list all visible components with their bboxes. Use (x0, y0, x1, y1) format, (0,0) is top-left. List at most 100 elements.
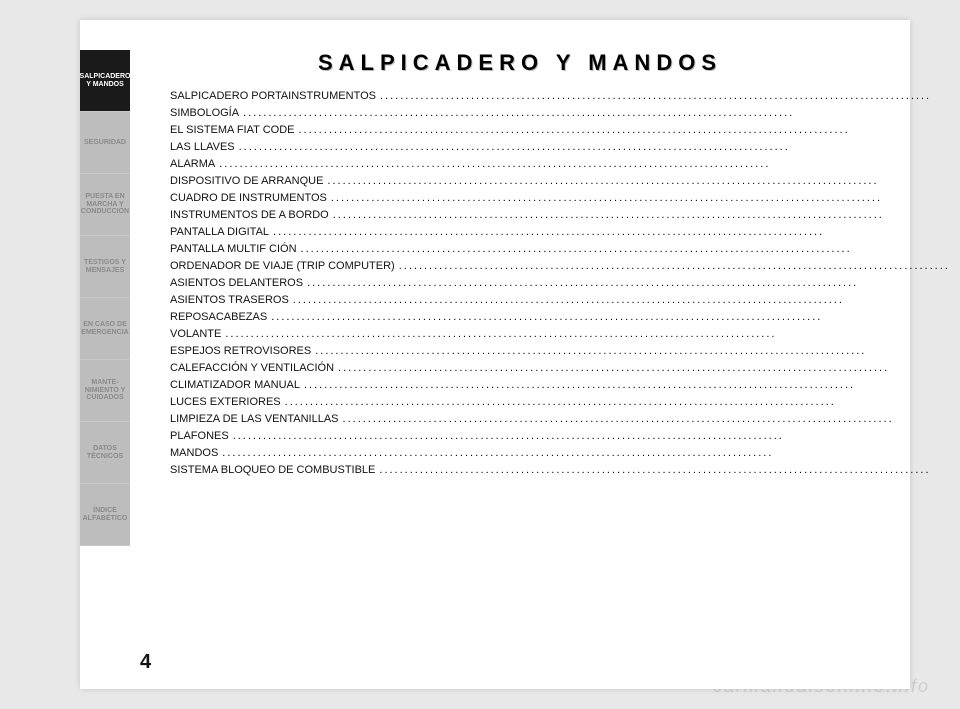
toc-dots (243, 107, 950, 119)
toc-page: 55 (954, 464, 960, 476)
toc-page: 12 (954, 175, 960, 187)
toc-label: EL SISTEMA FIAT CODE (170, 124, 295, 136)
toc-row: SIMBOLOGÍA 6 (170, 107, 960, 119)
toc-row: DISPOSITIVO DE ARRANQUE 12 (170, 175, 960, 187)
sidebar-tab-2[interactable]: PUESTA EN MARCHA Y CONDUCCIÓN (80, 174, 130, 236)
toc-dots (222, 447, 950, 459)
toc-page: 8 (954, 141, 960, 153)
toc-page: 16 (954, 226, 960, 238)
toc-dots (333, 209, 950, 221)
toc-page: 34 (954, 311, 960, 323)
toc-dots (307, 277, 950, 289)
toc-dots (225, 328, 949, 340)
toc-row: SISTEMA BLOQUEO DE COMBUSTIBLE 55 (170, 464, 960, 476)
toc-row: PANTALLA DIGITAL 16 (170, 226, 960, 238)
sidebar-tab-6[interactable]: DATOS TÉCNICOS (80, 422, 130, 484)
toc-label: REPOSACABEZAS (170, 311, 267, 323)
toc-page: 10 (954, 158, 960, 170)
toc-row: SALPICADERO PORTAINSTRUMENTOS 5 (170, 90, 960, 102)
toc-label: LIMPIEZA DE LAS VENTANILLAS (170, 413, 339, 425)
toc-page: 6 (954, 124, 960, 136)
toc-left-column: SALPICADERO PORTAINSTRUMENTOS 5 SIMBOLOGÍA… (170, 90, 960, 659)
toc-dots (285, 396, 950, 408)
sidebar-tab-label: TESTIGOS Y MENSAJES (82, 259, 128, 274)
toc-dots (379, 464, 949, 476)
toc-dots (273, 226, 950, 238)
sidebar-tab-label: SALPICADERO Y MANDOS (80, 73, 131, 88)
toc-dots (239, 141, 950, 153)
toc-label: SISTEMA BLOQUEO DE COMBUSTIBLE (170, 464, 375, 476)
sidebar-tab-0[interactable]: SALPICADERO Y MANDOS (80, 50, 130, 112)
toc-row: CUADRO DE INSTRUMENTOS 13 (170, 192, 960, 204)
toc-dots (338, 362, 950, 374)
sidebar-tab-1[interactable]: SEGURIDAD (80, 112, 130, 174)
toc-page: 21 (954, 243, 960, 255)
toc-row: LUCES EXTERIORES 47 (170, 396, 960, 408)
toc-label: ASIENTOS TRASEROS (170, 294, 289, 306)
toc-label: LUCES EXTERIORES (170, 396, 281, 408)
toc-columns: SALPICADERO PORTAINSTRUMENTOS5SIMBOLOGÍA… (170, 90, 880, 659)
toc-label: LAS LLAVES (170, 141, 235, 153)
toc-row: ASIENTOS DELANTEROS32 (170, 277, 960, 289)
toc-row: MANDOS53 (170, 447, 960, 459)
toc-row: PANTALLA MULTIF CIÓN 21 (170, 243, 960, 255)
toc-page: 13 (954, 192, 960, 204)
toc-page: 51 (954, 430, 960, 442)
toc-page: 5 (954, 90, 960, 102)
toc-page: 14 (954, 209, 960, 221)
toc-label: DISPOSITIVO DE ARRANQUE (170, 175, 323, 187)
toc-dots (331, 192, 950, 204)
toc-dots (343, 413, 950, 425)
toc-row: LIMPIEZA DE LAS VENTANILLAS 49 (170, 413, 960, 425)
toc-page: 33 (954, 294, 960, 306)
toc-label: CLIMATIZADOR MANUAL (170, 379, 300, 391)
toc-dots (233, 430, 950, 442)
sidebar-tab-label: ÍNDICE ALFABÉTICO (82, 507, 128, 522)
toc-label: MANDOS (170, 447, 218, 459)
toc-page: 6 (954, 107, 960, 119)
toc-row: VOLANTE35 (170, 328, 960, 340)
toc-page: 41 (954, 379, 960, 391)
toc-page: 30 (954, 260, 960, 272)
toc-label: ORDENADOR DE VIAJE (TRIP COMPUTER) (170, 260, 395, 272)
toc-dots (304, 379, 950, 391)
toc-label: CUADRO DE INSTRUMENTOS (170, 192, 327, 204)
toc-dots (299, 124, 950, 136)
toc-label: PANTALLA MULTIF CIÓN (170, 243, 297, 255)
toc-label: SIMBOLOGÍA (170, 107, 239, 119)
toc-row: ORDENADOR DE VIAJE (TRIP COMPUTER) 30 (170, 260, 960, 272)
toc-label: SALPICADERO PORTAINSTRUMENTOS (170, 90, 376, 102)
sidebar-tab-label: SEGURIDAD (84, 139, 126, 147)
toc-dots (327, 175, 949, 187)
toc-label: PANTALLA DIGITAL (170, 226, 269, 238)
toc-row: LAS LLAVES 8 (170, 141, 960, 153)
toc-label: INSTRUMENTOS DE A BORDO (170, 209, 329, 221)
toc-dots (219, 158, 950, 170)
toc-row: INSTRUMENTOS DE A BORDO 14 (170, 209, 960, 221)
page-number: 4 (140, 651, 151, 674)
toc-dots (301, 243, 950, 255)
sidebar-tab-label: MANTE- NIMIENTO Y CUIDADOS (82, 379, 128, 402)
toc-row: EL SISTEMA FIAT CODE 6 (170, 124, 960, 136)
chapter-title: SALPICADERO Y MANDOS (130, 50, 910, 76)
toc-page: 49 (954, 413, 960, 425)
toc-dots (293, 294, 950, 306)
toc-page: 37 (954, 362, 960, 374)
toc-page: 35 (954, 328, 960, 340)
toc-label: ASIENTOS DELANTEROS (170, 277, 303, 289)
sidebar-tab-5[interactable]: MANTE- NIMIENTO Y CUIDADOS (80, 360, 130, 422)
sidebar-tab-label: PUESTA EN MARCHA Y CONDUCCIÓN (81, 193, 129, 216)
toc-page: 47 (954, 396, 960, 408)
toc-page: 35 (954, 345, 960, 357)
toc-label: CALEFACCIÓN Y VENTILACIÓN (170, 362, 334, 374)
toc-row: CALEFACCIÓN Y VENTILACIÓN 37 (170, 362, 960, 374)
toc-row: REPOSACABEZAS 34 (170, 311, 960, 323)
toc-row: ESPEJOS RETROVISORES35 (170, 345, 960, 357)
toc-label: PLAFONES (170, 430, 229, 442)
sidebar-tab-label: DATOS TÉCNICOS (82, 445, 128, 460)
sidebar-tab-3[interactable]: TESTIGOS Y MENSAJES (80, 236, 130, 298)
sidebar-tab-7[interactable]: ÍNDICE ALFABÉTICO (80, 484, 130, 546)
sidebar-tab-4[interactable]: EN CASO DE EMERGENCIA (80, 298, 130, 360)
sidebar-tabs: SALPICADERO Y MANDOS SEGURIDAD PUESTA EN M… (80, 50, 130, 546)
toc-row: ALARMA10 (170, 158, 960, 170)
